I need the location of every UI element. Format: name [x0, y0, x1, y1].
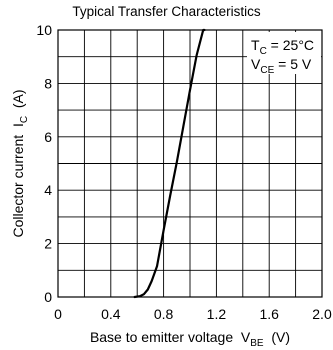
- annotation-text: VCE = 5 V: [251, 56, 312, 76]
- annotation-background: [247, 32, 321, 74]
- x-tick-label: 0.4: [101, 306, 121, 322]
- x-tick-label: 0.8: [154, 306, 174, 322]
- x-tick-label: 1.6: [259, 306, 279, 322]
- y-tick-label: 8: [44, 75, 52, 91]
- y-tick-label: 0: [44, 289, 52, 305]
- x-axis-label: Base to emitter voltage VBE (V): [90, 329, 290, 349]
- x-tick-label: 0: [54, 306, 62, 322]
- y-tick-label: 10: [36, 22, 52, 38]
- chart-title: Typical Transfer Characteristics: [72, 4, 261, 19]
- plot-frame: [57, 29, 323, 298]
- axis-labels: Base to emitter voltage VBE (V) Collector…: [10, 89, 290, 349]
- x-tick-label: 1.2: [207, 306, 227, 322]
- y-tick-label: 2: [44, 236, 52, 252]
- y-tick-label: 6: [44, 129, 52, 145]
- annotation-text: TC = 25°C: [251, 37, 314, 57]
- series-layer: [133, 28, 206, 299]
- grid-lines: [58, 30, 322, 297]
- axis-ticks: 0 0.4 0.8 1.2 1.6 2.0 0 2 4 6 8 10: [36, 22, 332, 322]
- y-tick-label: 4: [44, 182, 52, 198]
- series-line: [133, 28, 206, 299]
- x-tick-label: 2.0: [312, 306, 332, 322]
- y-axis-label: Collector current IC (A): [10, 89, 30, 237]
